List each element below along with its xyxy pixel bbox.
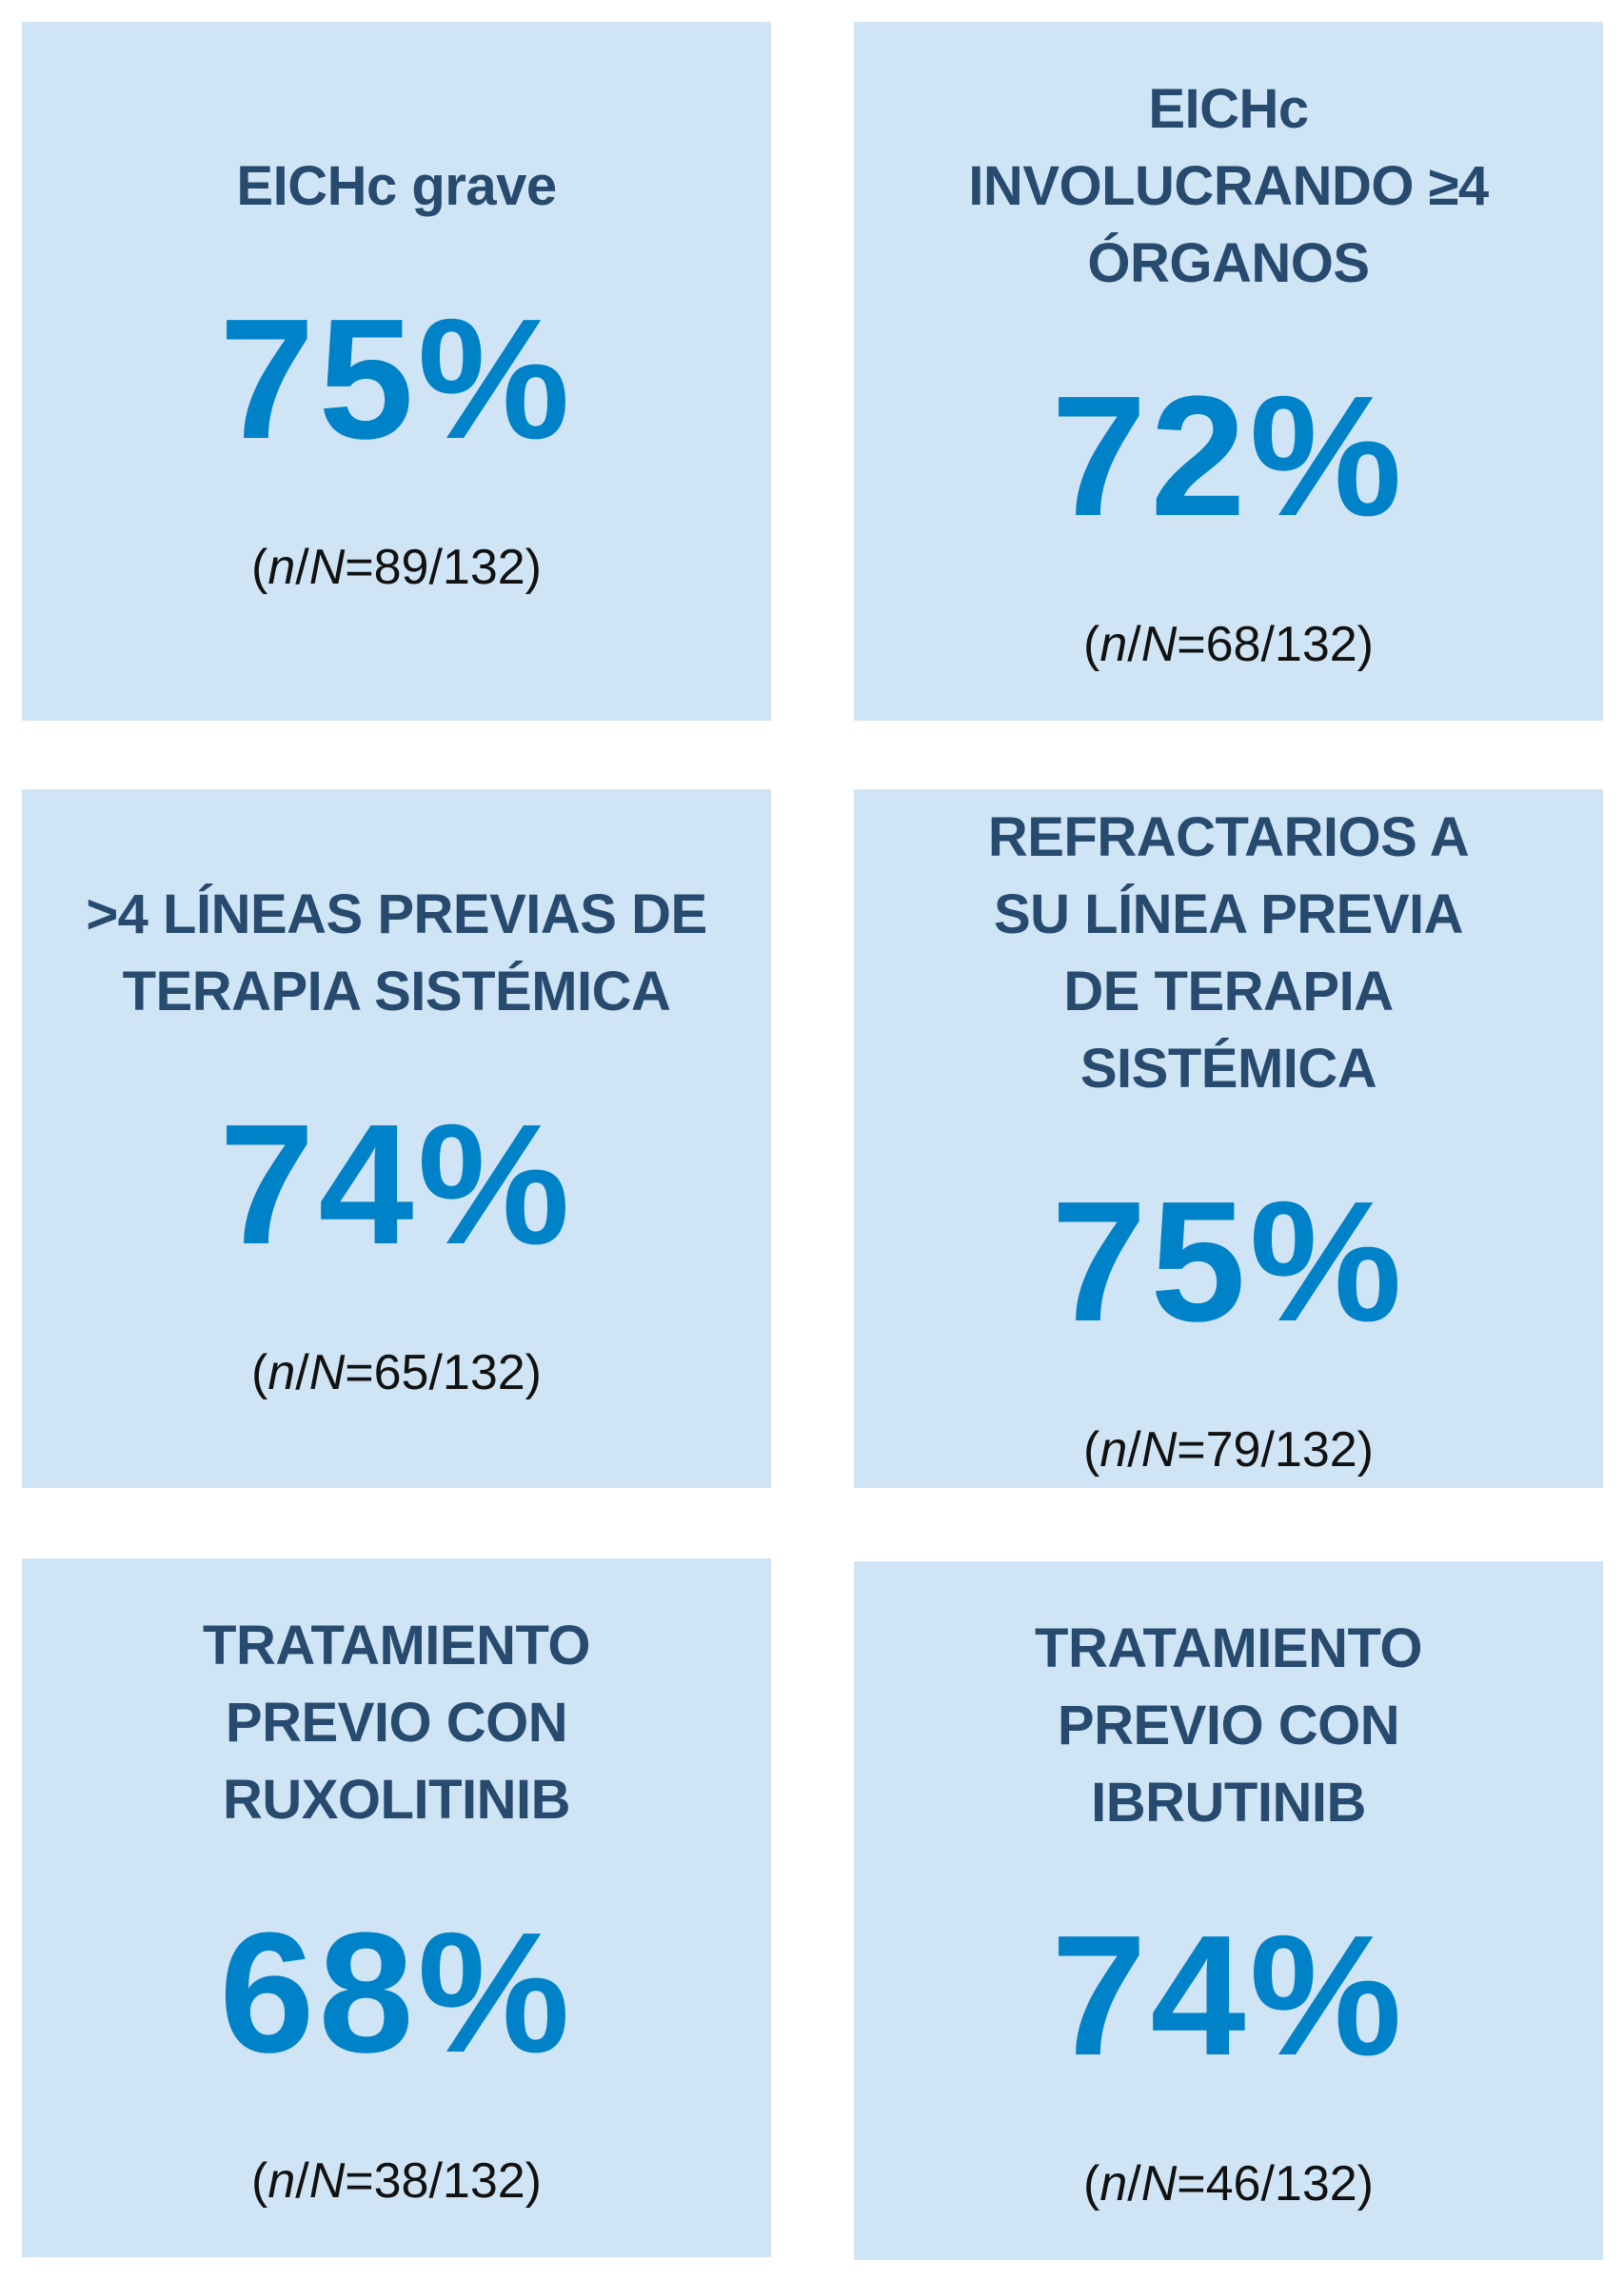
stat-title: EICHc grave [236,154,557,217]
stat-title: TRATAMIENTO PREVIO CON IBRUTINIB [1035,1617,1422,1834]
stat-ratio: (n/N=65/132) [251,1344,542,1401]
stat-card: >4 LÍNEAS PREVIAS DE TERAPIA SISTÉMICA 7… [22,789,771,1488]
ratio-value: 89/132) [373,539,542,595]
stat-card: TRATAMIENTO PREVIO CON RUXOLITINIB 68% (… [22,1558,771,2257]
stat-card: EICHc grave 75% (n/N=89/132) [22,22,771,721]
ratio-value: 46/132) [1205,2155,1374,2212]
stat-card: TRATAMIENTO PREVIO CON IBRUTINIB 74% (n/… [854,1561,1603,2260]
ratio-n: n [267,2152,296,2209]
ratio-open: ( [250,539,268,595]
stat-ratio: (n/N=89/132) [251,539,542,596]
ratio-open: ( [1082,2155,1100,2212]
ratio-slash: / [1127,2155,1141,2212]
ratio-N: N [1140,1422,1178,1478]
ratio-slash: / [295,1345,309,1400]
ratio-n: n [1099,1422,1128,1478]
stat-title: >4 LÍNEAS PREVIAS DE TERAPIA SISTÉMICA [86,883,707,1022]
ratio-eq: = [345,2152,374,2209]
ratio-n: n [1099,2155,1128,2212]
stat-percentage: 74% [1051,1899,1406,2092]
stat-ratio: (n/N=38/132) [251,2152,542,2210]
stat-ratio: (n/N=79/132) [1083,1421,1374,1478]
ratio-value: 79/132) [1205,1422,1374,1478]
ratio-value: 38/132) [373,2152,542,2209]
ratio-slash: / [295,2152,309,2209]
stat-percentage: 68% [219,1896,574,2089]
ratio-slash: / [295,539,309,595]
ratio-N: N [308,539,346,595]
ratio-eq: = [345,539,374,595]
ratio-open: ( [1082,616,1100,672]
ratio-eq: = [1177,1422,1206,1478]
ratio-slash: / [1127,616,1141,672]
stat-percentage: 74% [219,1089,574,1280]
ratio-open: ( [1082,1422,1100,1478]
ratio-open: ( [250,1345,268,1400]
ratio-n: n [267,539,296,595]
ratio-N: N [1140,616,1178,672]
stat-title: TRATAMIENTO PREVIO CON RUXOLITINIB [203,1614,590,1831]
stat-ratio: (n/N=46/132) [1083,2155,1374,2212]
ratio-value: 65/132) [373,1345,542,1400]
stat-card: REFRACTARIOS A SU LÍNEA PREVIA DE TERAPI… [854,789,1603,1488]
stat-card: EICHc INVOLUCRANDO ≥4 ÓRGANOS 72% (n/N=6… [854,22,1603,721]
ratio-slash: / [1127,1422,1141,1478]
stat-percentage: 75% [1051,1166,1406,1358]
stat-ratio: (n/N=68/132) [1083,616,1374,673]
stat-title: EICHc INVOLUCRANDO ≥4 ÓRGANOS [968,77,1489,294]
ratio-N: N [308,2152,346,2209]
ratio-open: ( [250,2152,268,2209]
ratio-N: N [308,1345,346,1400]
ratio-eq: = [1177,616,1206,672]
ratio-n: n [267,1345,296,1400]
ratio-eq: = [1177,2155,1206,2212]
ratio-value: 68/132) [1205,616,1374,672]
ratio-N: N [1140,2155,1178,2212]
stat-percentage: 72% [1051,360,1406,552]
ratio-n: n [1099,616,1128,672]
ratio-eq: = [345,1345,374,1400]
stat-percentage: 75% [219,283,574,475]
stat-title: REFRACTARIOS A SU LÍNEA PREVIA DE TERAPI… [987,806,1470,1100]
